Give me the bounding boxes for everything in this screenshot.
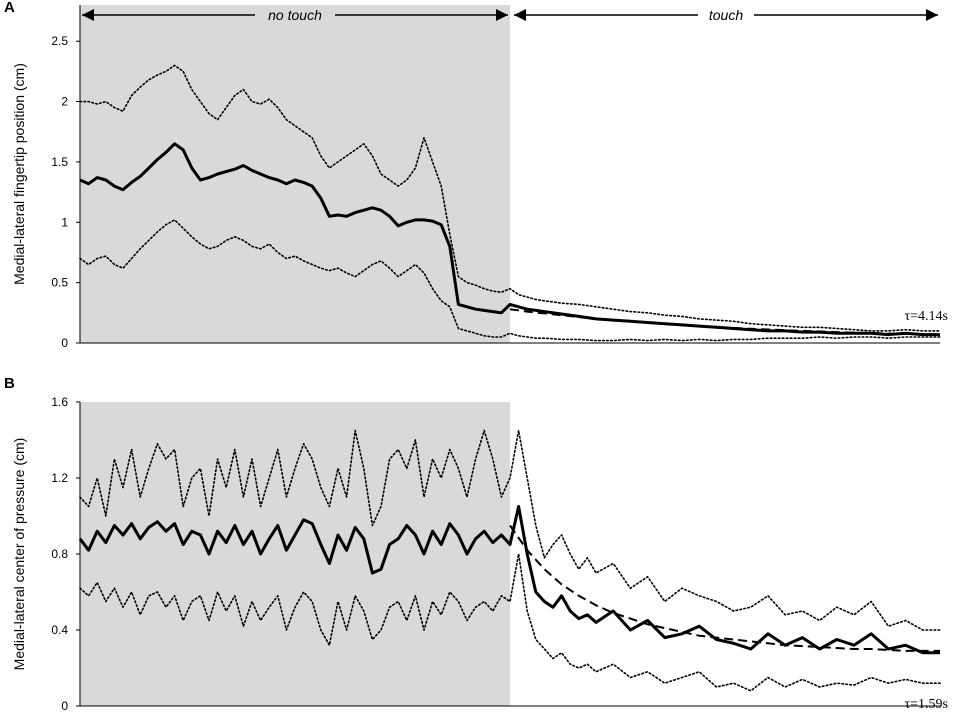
- touch-label-bg: [698, 5, 754, 23]
- y-tick-label: 0.5: [51, 276, 68, 290]
- no-touch-arrow-head-left: [82, 9, 94, 21]
- touch-arrow-head-left: [514, 9, 526, 21]
- y-tick-label: 1: [61, 215, 68, 229]
- series-fit-line: [509, 524, 940, 652]
- no-touch-label: no touch: [268, 7, 322, 23]
- y-tick-label: 0: [61, 336, 68, 350]
- panel-b: 0 0.4 0.8 1.2 1.6 Medial-lateral center of pr…: [4, 375, 948, 713]
- series-fit-line: [509, 308, 941, 336]
- panel-letter: B: [4, 375, 15, 392]
- y-axis-label: Medial-lateral center of pressure (cm): [11, 438, 27, 671]
- series-mean-line: [78, 505, 940, 655]
- series-lower-line: [79, 219, 941, 342]
- panel-letter: A: [4, 0, 15, 16]
- panel-a: 0 0.5 1 1.5 2 2.5 Medial-lateral fingertip pos…: [4, 0, 948, 350]
- tau-annotation: τ=4.14s: [905, 309, 948, 324]
- y-tick-label: 0.4: [51, 623, 68, 637]
- series-lower-line: [79, 553, 941, 692]
- y-tick-label: 0.8: [51, 547, 68, 561]
- y-tick-label: 0: [61, 699, 68, 713]
- y-tick-label: 2: [61, 95, 68, 109]
- no-touch-region: [80, 402, 510, 706]
- touch-label: touch: [709, 7, 743, 23]
- tau-annotation: τ=1.59s: [905, 697, 948, 712]
- y-tick-label: 1.2: [51, 471, 68, 485]
- y-tick-label: 1.5: [51, 155, 68, 169]
- series-upper-line: [79, 429, 941, 631]
- no-touch-region: [80, 5, 510, 343]
- y-axis-label: Medial-lateral fingertip position (cm): [11, 63, 27, 285]
- series-upper-line: [79, 64, 941, 332]
- no-touch-label-bg: [255, 5, 335, 23]
- y-tick-label: 2.5: [51, 34, 68, 48]
- y-tick-label: 1.6: [51, 395, 68, 409]
- touch-arrow-head-right: [926, 9, 938, 21]
- no-touch-arrow-head-right: [496, 9, 508, 21]
